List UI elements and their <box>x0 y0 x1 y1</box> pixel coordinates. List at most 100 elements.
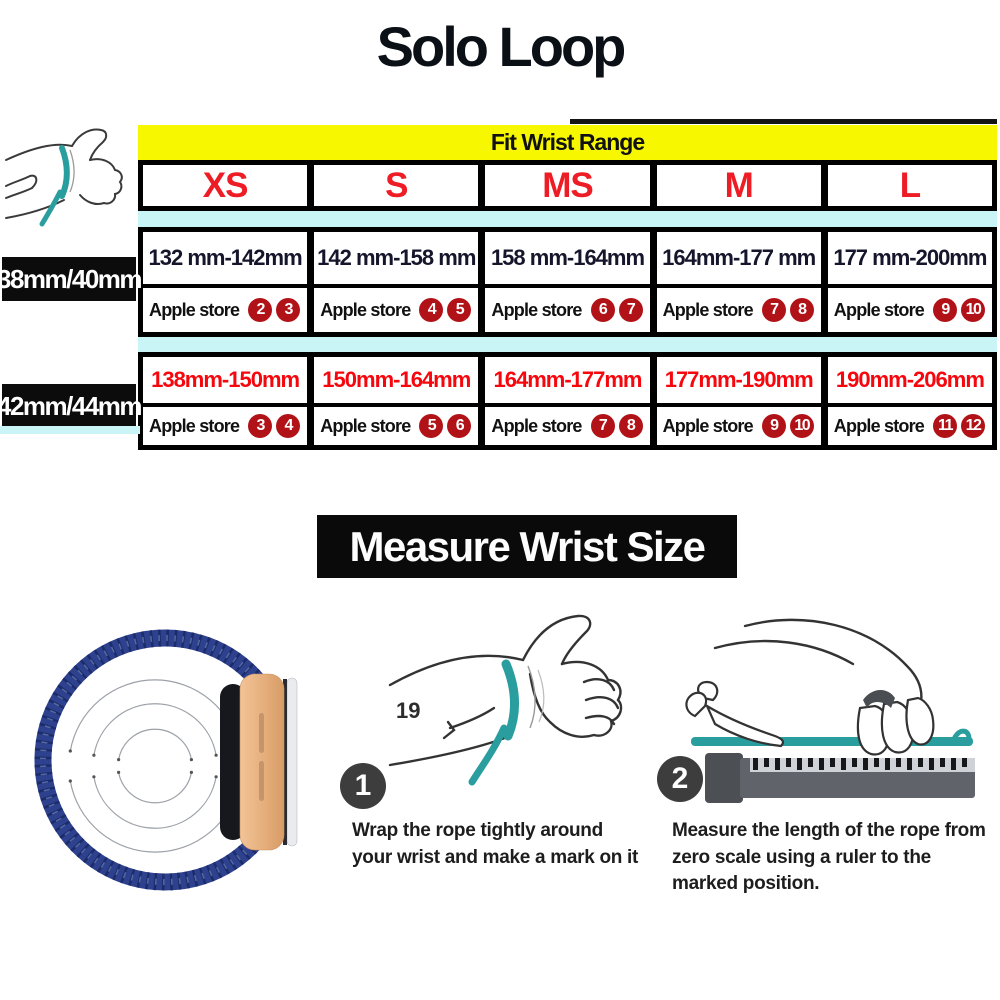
step-2-caption: Measure the length of the rope from zero… <box>672 818 1000 898</box>
range-value: 150mm-164mm <box>314 357 479 403</box>
store-label: Apple store <box>491 415 582 436</box>
range-value: 138mm-150mm <box>143 357 308 403</box>
divider <box>143 284 308 288</box>
size-number-badge: 6 <box>590 298 615 322</box>
divider <box>827 284 992 288</box>
wrap-rope-hand-illustration <box>388 614 623 786</box>
store-label: Apple store <box>149 299 240 320</box>
range-value: 142 mm-158 mm <box>314 232 479 284</box>
step-1-caption: Wrap the rope tightly around your wrist … <box>352 818 638 871</box>
divider <box>656 403 821 407</box>
size-number-badge: 12 <box>961 414 986 438</box>
size-number-badge: 7 <box>590 414 615 438</box>
store-cell: Apple store 9 10 <box>827 288 992 332</box>
store-label: Apple store <box>662 415 754 436</box>
size-cell-l: L <box>827 165 992 206</box>
divider <box>656 284 821 288</box>
size-number-badge: 3 <box>276 298 301 322</box>
size-number-badge: 5 <box>419 414 444 438</box>
table-header: Fit Wrist Range <box>138 125 997 160</box>
measure-wrist-banner: Measure Wrist Size <box>317 515 737 578</box>
size-number-badge: 5 <box>447 298 472 322</box>
size-letter-row: XS S MS M L <box>138 160 997 211</box>
table-top-border <box>570 119 997 124</box>
store-label: Apple store <box>320 299 411 320</box>
size-number-badge: 11 <box>933 414 958 438</box>
size-number-badge: 6 <box>447 414 472 438</box>
size-number-badge: 8 <box>789 298 814 322</box>
rope-length-annotation: 19 <box>396 698 421 723</box>
solo-loop-watch-illustration <box>34 629 298 891</box>
store-label: Apple store <box>833 415 925 436</box>
store-label: Apple store <box>662 299 754 320</box>
caption-line: your wrist and make a mark on it <box>352 846 639 868</box>
store-label: Apple store <box>149 415 240 436</box>
table-cell: 177 mm-200mm Apple store 9 10 <box>827 232 992 332</box>
wrist-rope-mini-illustration <box>5 128 123 227</box>
page-title: Solo Loop <box>376 15 627 78</box>
caption-line: Measure the length of the rope from <box>672 820 986 841</box>
step-1-badge: 1 <box>340 763 386 809</box>
size-number-badge: 9 <box>761 414 786 438</box>
size-number-badge: 7 <box>761 298 786 322</box>
range-value: 190mm-206mm <box>827 357 992 403</box>
store-label: Apple store <box>833 299 925 320</box>
size-cell-xs: XS <box>143 165 308 206</box>
step-2-badge: 2 <box>657 756 703 802</box>
size-number-badge: 4 <box>276 414 301 438</box>
divider <box>314 284 479 288</box>
cyan-stripe <box>0 426 140 434</box>
caption-line: zero scale using a ruler to the marked p… <box>672 846 931 895</box>
range-value: 177 mm-200mm <box>827 232 992 284</box>
cyan-stripe <box>138 211 997 227</box>
divider <box>485 403 650 407</box>
fit-wrist-range-table: Fit Wrist Range XS S MS M L 132 mm-142mm… <box>138 125 997 450</box>
table-cell: 177mm-190mm Apple store 9 10 <box>656 357 821 445</box>
caption-line: Wrap the rope tightly around <box>352 820 603 841</box>
size-number-badge: 2 <box>248 298 273 322</box>
measure-rope-ruler-illustration <box>685 618 975 803</box>
range-value: 164mm-177mm <box>485 357 650 403</box>
cyan-stripe <box>138 337 997 352</box>
size-number-badge: 10 <box>789 414 814 438</box>
size-number-badge: 8 <box>618 414 643 438</box>
size-number-badge: 4 <box>419 298 444 322</box>
size-number-badge: 3 <box>248 414 273 438</box>
size-cell-s: S <box>314 165 479 206</box>
store-cell: Apple store 9 10 <box>656 407 821 445</box>
size-cell-m: M <box>656 165 821 206</box>
store-label: Apple store <box>491 299 582 320</box>
range-value: 164mm-177 mm <box>656 232 821 284</box>
row-label-42-44: 42mm/44mm <box>0 384 143 428</box>
range-value: 177mm-190mm <box>656 357 821 403</box>
range-value: 132 mm-142mm <box>143 232 308 284</box>
range-value: 158 mm-164mm <box>485 232 650 284</box>
table-cell: 190mm-206mm Apple store 11 12 <box>827 357 992 445</box>
row-label-38-40: 38mm/40mm <box>0 257 143 301</box>
size-cell-ms: MS <box>485 165 650 206</box>
divider <box>827 403 992 407</box>
divider <box>314 403 479 407</box>
store-label: Apple store <box>320 415 411 436</box>
divider <box>143 403 308 407</box>
size-number-badge: 10 <box>961 298 986 322</box>
size-number-badge: 9 <box>933 298 958 322</box>
size-number-badge: 7 <box>618 298 643 322</box>
